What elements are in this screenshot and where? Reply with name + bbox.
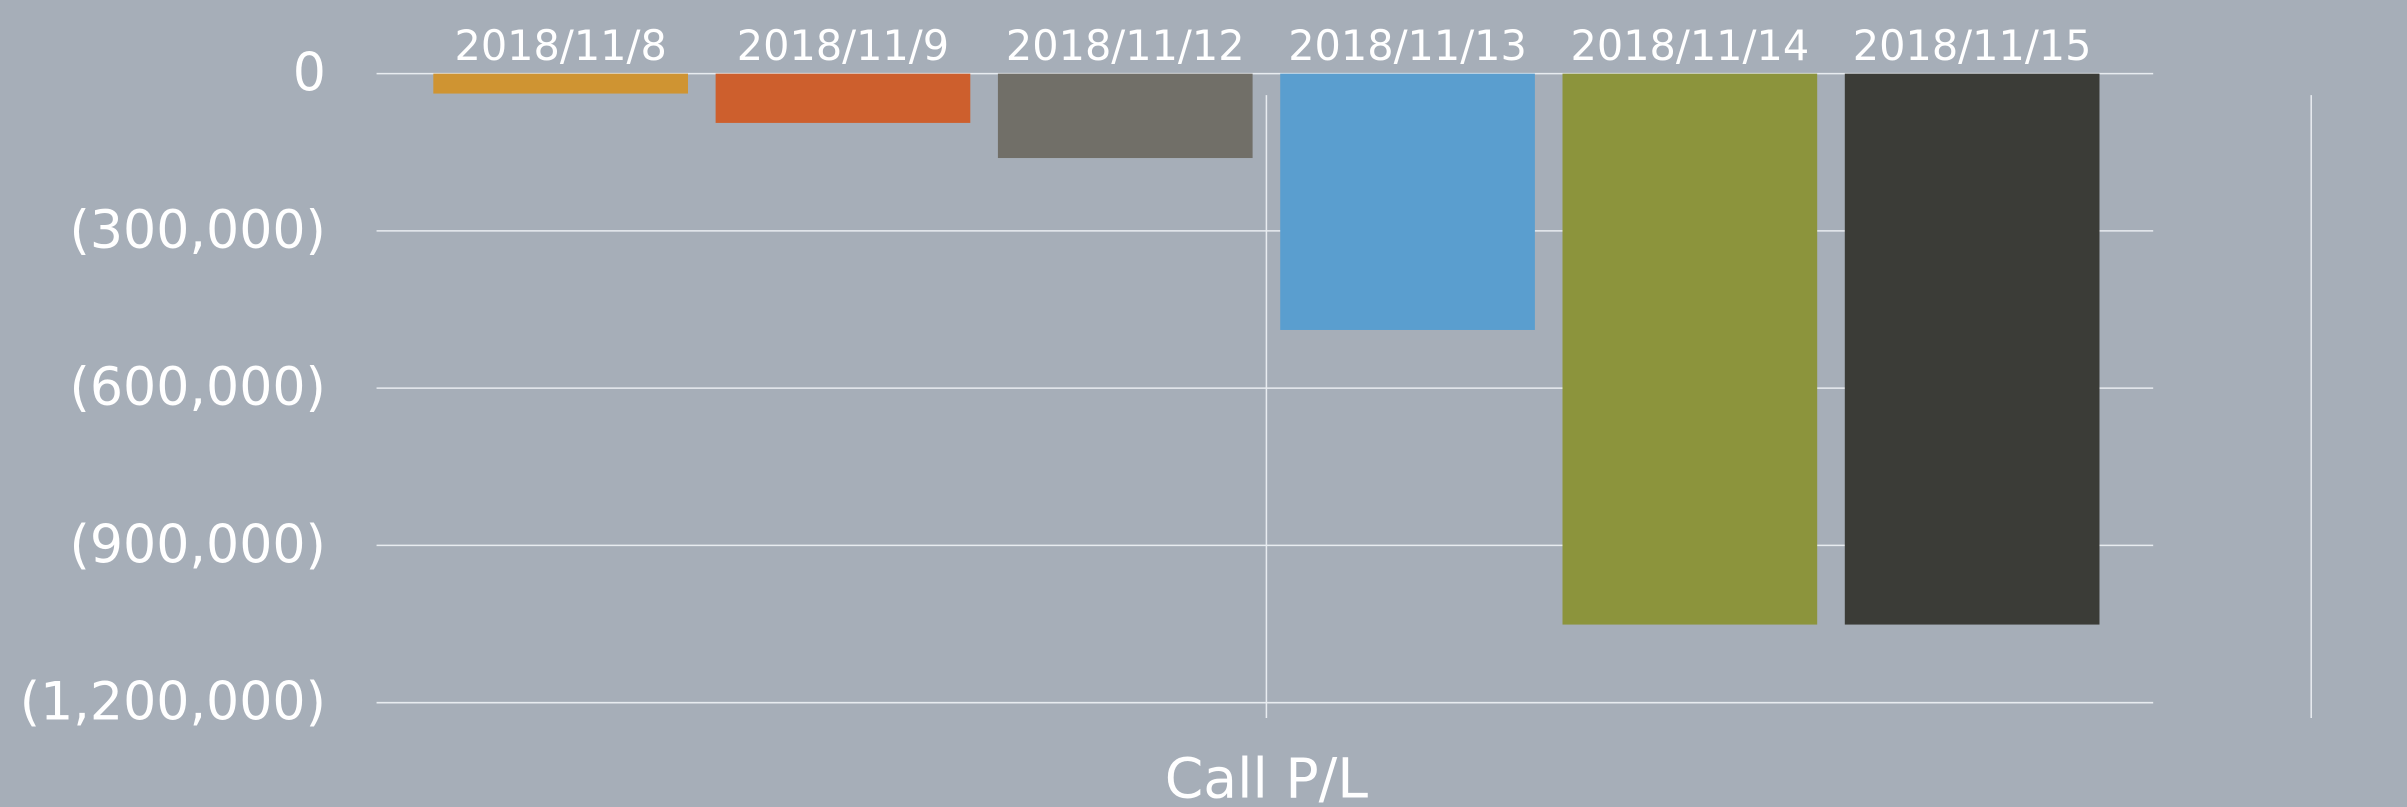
y-tick-label: (600,000) (70, 358, 326, 418)
y-tick-label: (900,000) (70, 515, 326, 575)
bar (1562, 73, 1818, 625)
y-tick-label: (1,200,000) (20, 673, 326, 733)
category-label: 2018/11/14 (1571, 22, 1810, 70)
bar (715, 73, 971, 123)
category-label: 2018/11/8 (455, 22, 667, 70)
bar (433, 73, 689, 94)
category-label: 2018/11/15 (1853, 22, 2092, 70)
category-label: 2018/11/12 (1006, 22, 1245, 70)
category-label: 2018/11/13 (1288, 22, 1527, 70)
bar (1844, 73, 2100, 625)
y-tick-label: (300,000) (70, 201, 326, 261)
bar (1280, 73, 1535, 330)
bar (997, 73, 1253, 159)
category-label: 2018/11/9 (737, 22, 949, 70)
y-tick-label: 0 (293, 44, 326, 104)
x-axis-title: Call P/L (1165, 748, 1369, 807)
